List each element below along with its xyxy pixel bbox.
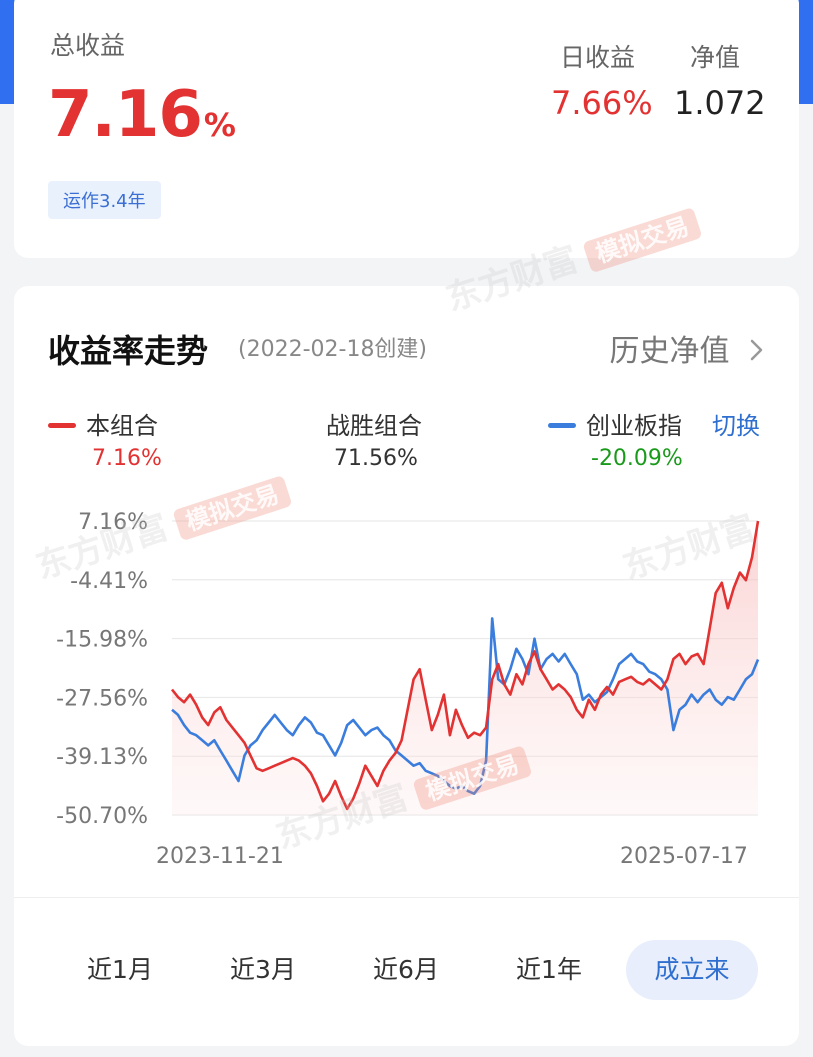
portfolio-line (170, 520, 760, 811)
total-return-label: 总收益 (50, 31, 126, 60)
trend-title: 收益率走势 (48, 332, 209, 370)
y-tick-label: -50.70% (56, 804, 148, 829)
total-return-number: 7.16 (48, 78, 203, 152)
divider (14, 897, 799, 898)
legend-index-swatch (548, 422, 576, 428)
period-since-inception-button[interactable]: 成立来 (626, 940, 758, 1000)
y-tick-label: -27.56% (56, 686, 148, 711)
legend-beat-name: 战胜组合 (326, 412, 422, 440)
legend-index-value: -20.09% (591, 446, 683, 471)
nav-label: 净值 (690, 43, 741, 72)
period-6m-button[interactable]: 近6月 (373, 955, 439, 984)
y-tick-label: -39.13% (56, 745, 148, 770)
legend-index: 创业板指 (548, 406, 682, 441)
y-tick-label: -4.41% (70, 569, 148, 594)
period-1m-button[interactable]: 近1月 (87, 955, 153, 984)
x-end-label: 2025-07-17 (620, 844, 748, 869)
total-return-value: 7.16% (48, 78, 236, 152)
index-line (171, 617, 760, 795)
legend-portfolio-swatch (48, 422, 76, 428)
total-return-unit: % (203, 106, 236, 144)
legend-beat: 战胜组合 (326, 406, 422, 441)
summary-card: 总收益 7.16% 运作3.4年 日收益 净值 7.66% 1.072 (14, 0, 799, 258)
daily-return-value: 7.66% (551, 84, 653, 122)
portfolio-area (172, 521, 758, 815)
chevron-right-icon (750, 339, 763, 360)
daily-return-label: 日收益 (560, 43, 636, 72)
return-trend-chart: 7.16% -4.41% -15.98% -27.56% -39.13% -50.70% (56, 510, 760, 829)
trend-card: 收益率走势 (2022-02-18创建) 历史净值 本组合 7.16% 战胜组合… (14, 286, 799, 1046)
nav-value: 1.072 (674, 84, 766, 122)
history-nav-link[interactable]: 历史净值 (609, 326, 765, 370)
legend-index-name: 创业板指 (586, 412, 682, 440)
legend-portfolio-name: 本组合 (86, 412, 158, 440)
legend-beat-value: 71.56% (334, 446, 418, 471)
history-nav-label: 历史净值 (609, 334, 730, 369)
period-1y-button[interactable]: 近1年 (516, 955, 582, 984)
y-tick-label: 7.16% (78, 510, 148, 535)
period-3m-button[interactable]: 近3月 (230, 955, 296, 984)
created-date: (2022-02-18创建) (238, 337, 428, 362)
legend-portfolio: 本组合 (48, 406, 158, 441)
x-start-label: 2023-11-21 (156, 844, 284, 869)
switch-benchmark-button[interactable]: 切换 (712, 412, 760, 440)
legend-portfolio-value: 7.16% (92, 446, 162, 471)
runtime-badge: 运作3.4年 (48, 181, 161, 219)
y-tick-label: -15.98% (56, 628, 148, 653)
